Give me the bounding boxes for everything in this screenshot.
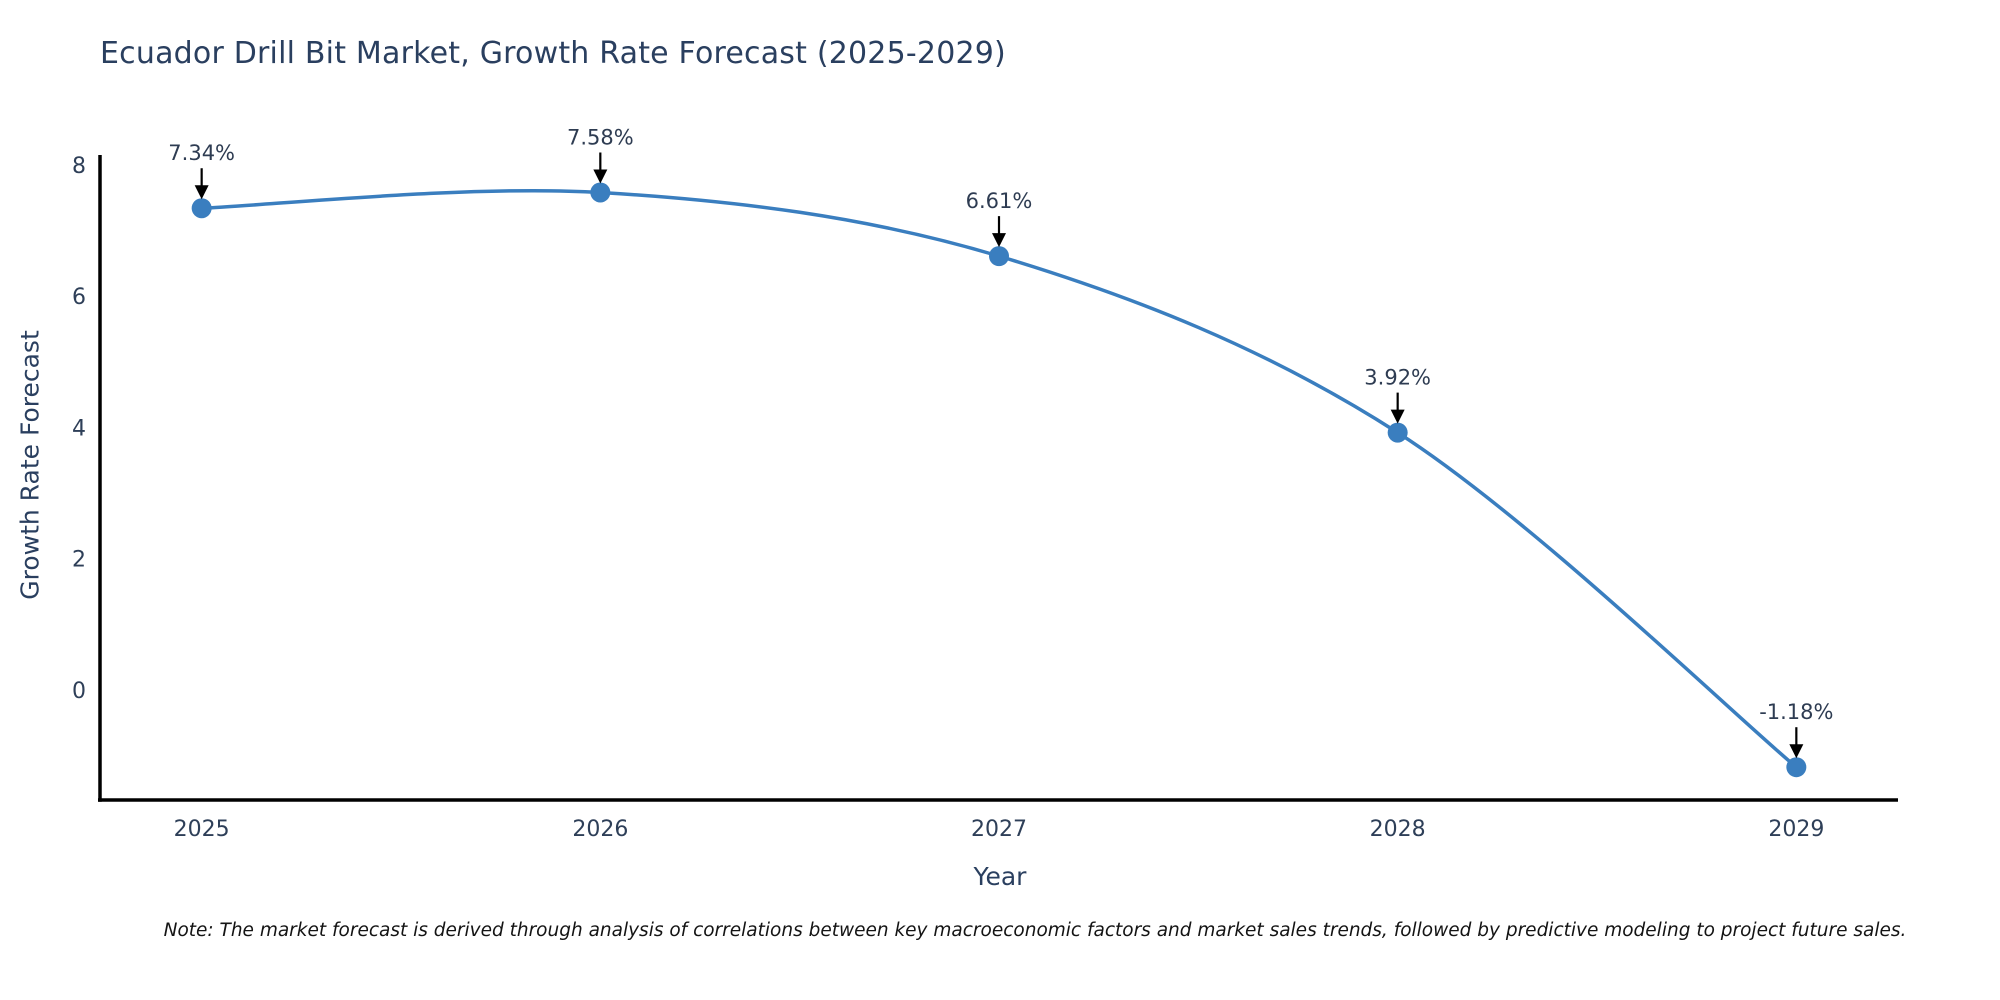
x-axis-title: Year: [973, 862, 1027, 891]
annotation-arrow-head-2027: [992, 233, 1006, 248]
chart-title: Ecuador Drill Bit Market, Growth Rate Fo…: [100, 36, 1006, 71]
y-tick-label-6: 6: [72, 285, 86, 310]
data-point-2028[interactable]: [1387, 422, 1408, 443]
trend-line: [201, 188, 1798, 769]
x-tick-label-2027: 2027: [971, 817, 1027, 842]
data-point-2026[interactable]: [590, 182, 611, 203]
y-tick-label-4: 4: [72, 416, 86, 441]
y-tick-label-2: 2: [72, 548, 86, 573]
data-point-2027[interactable]: [989, 246, 1009, 267]
x-tick-label-2026: 2026: [572, 817, 628, 842]
point-label-2026: 7.58%: [567, 125, 634, 149]
x-tick-label-2025: 2025: [174, 817, 230, 842]
data-point-2025[interactable]: [191, 198, 212, 219]
x-tick-label-2028: 2028: [1370, 817, 1426, 842]
y-tick-label-8: 8: [72, 154, 86, 179]
y-tick-label-0: 0: [72, 679, 86, 704]
data-point-2029[interactable]: [1786, 757, 1807, 778]
point-label-2028: 3.92%: [1364, 366, 1431, 390]
point-label-2027: 6.61%: [966, 189, 1033, 213]
point-label-2025: 7.34%: [168, 141, 235, 165]
annotation-arrow-head-2028: [1390, 409, 1405, 424]
point-label-2029: -1.18%: [1759, 700, 1833, 724]
footnote: Note: The market forecast is derived thr…: [163, 920, 1907, 941]
annotation-arrow-head-2029: [1789, 744, 1804, 759]
annotation-arrow-head-2025: [194, 185, 209, 200]
annotation-arrow-head-2026: [593, 169, 608, 184]
x-tick-label-2029: 2029: [1768, 817, 1824, 842]
